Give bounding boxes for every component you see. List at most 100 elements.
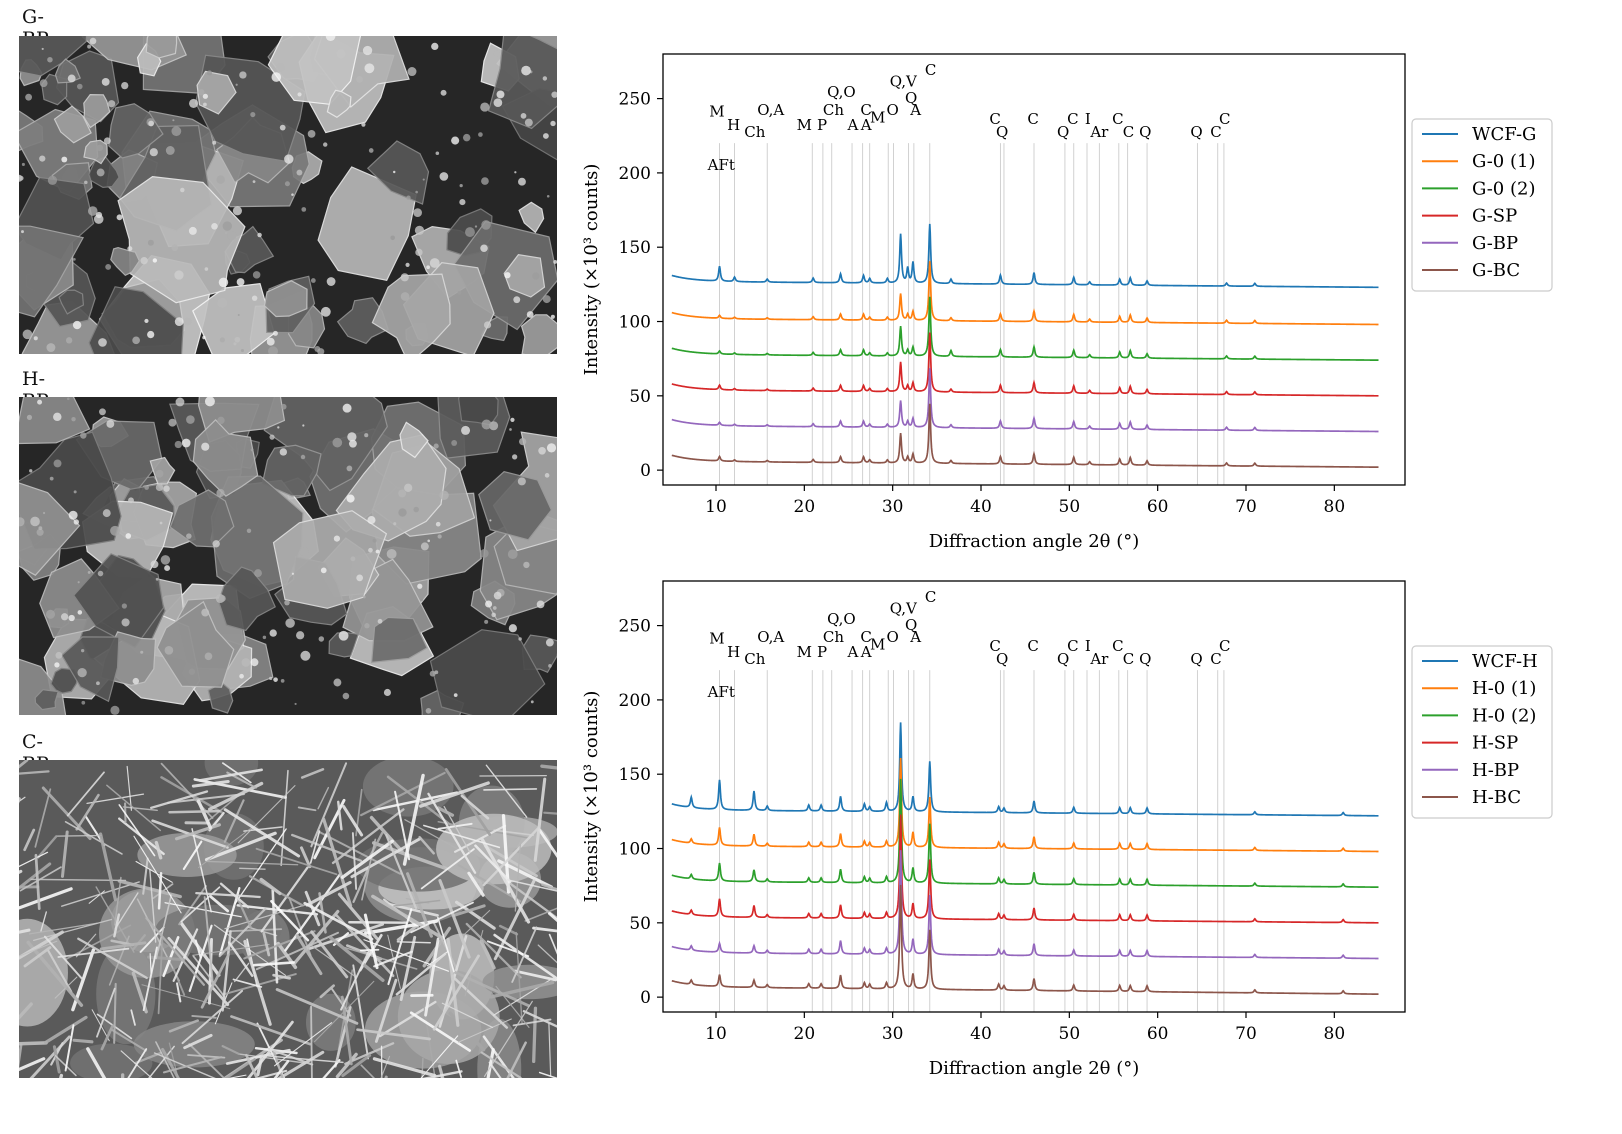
y-tick-label: 100 [619,840,651,860]
phase-label: C [1210,123,1221,141]
phase-label: A [909,628,921,646]
legend-entry: G-BP [1472,233,1518,254]
phase-label: Q [1139,123,1151,141]
phase-label: C [1123,650,1134,668]
xrd-chart-2: 10 20 30 40 50 60 70 80 0 50 100 150 200 250 Diffracti… [581,580,1553,1079]
phase-label: H [727,116,740,134]
series-line-G-0 (2) [671,296,1379,362]
phase-label: I [1085,637,1091,655]
phase-label: C [989,110,1000,128]
x-tick-label: 50 [1059,1024,1081,1044]
phase-label: Q [1139,650,1151,668]
legend-entry: G-0 (2) [1472,178,1535,199]
series-line-H-BP [671,850,1379,960]
x-tick-label: 20 [794,497,816,517]
xrd-chart-1: 10 20 30 40 50 60 70 80 0 50 100 150 200 250 Diffracti… [581,53,1553,552]
series-line-G-BP [671,368,1379,433]
x-axis-title: Diffraction angle 2θ (°) [929,531,1140,552]
y-tick-label: 200 [619,691,651,711]
phase-label: Ar [1089,650,1109,668]
phase-label: Q [1057,650,1069,668]
phase-label: M [870,108,885,126]
x-tick-label: 50 [1059,497,1081,517]
phase-label: AFt [707,683,735,701]
phase-label: Q [996,650,1008,668]
phase-label: Q [1190,650,1202,668]
phase-label: M [709,102,724,120]
y-tick-label: 150 [619,238,651,258]
x-tick-label: 60 [1147,1024,1169,1044]
x-tick-label: 70 [1235,1024,1257,1044]
phase-label: Q,O [827,610,856,628]
phase-label: A [860,643,872,661]
series-line-H-BC [671,884,1379,996]
legend-entry: H-BC [1472,787,1521,808]
phase-label: C [1219,637,1230,655]
phase-label: C [1067,637,1078,655]
x-tick-label: 80 [1324,497,1346,517]
x-tick-label: 80 [1324,1024,1346,1044]
phase-label: M [797,116,812,134]
legend-entry: WCF-H [1472,651,1538,672]
sem-micrograph-image [19,760,557,1078]
y-tick-label: 250 [619,617,651,637]
phase-label: Q [1190,123,1202,141]
series-line-WCF-G [671,223,1379,289]
phase-label: C [989,637,1000,655]
phase-label: Ch [823,101,844,119]
phase-label: C [1210,650,1221,668]
legend-entry: WCF-G [1472,124,1536,145]
phase-label: O [887,101,899,119]
y-tick-label: 150 [619,765,651,785]
phase-label: P [817,643,827,661]
phase-label: C [925,588,936,606]
y-axis-title: Intensity (×10³ counts) [581,164,602,376]
phase-label: M [870,635,885,653]
phase-label: O,A [757,628,784,646]
x-tick-label: 10 [705,1024,727,1044]
phase-label: C [1112,637,1123,655]
phase-label: AFt [707,156,735,174]
phase-label: Ar [1089,123,1109,141]
phase-label: A [846,643,858,661]
y-tick-label: 0 [640,988,651,1008]
x-tick-label: 70 [1235,497,1257,517]
x-tick-label: 40 [970,1024,992,1044]
legend-entry: H-SP [1472,733,1518,754]
phase-label: Ch [744,123,765,141]
legend-entry: G-0 (1) [1472,151,1535,172]
series-line-H-0 (2) [671,778,1379,888]
phase-label: Q,V [890,73,918,91]
phase-label: C [1112,110,1123,128]
phase-label: C [1027,110,1038,128]
series-line-G-BC [671,403,1379,469]
y-tick-label: 50 [629,914,651,934]
phase-label: A [860,116,872,134]
plot-frame [662,53,1406,486]
y-tick-label: 250 [619,90,651,110]
phase-label: C [860,101,871,119]
sem-micrograph-image [19,36,557,354]
phase-label: M [797,643,812,661]
series-line-H-0 (1) [671,758,1379,853]
series-line-G-0 (1) [671,261,1379,326]
x-tick-label: 60 [1147,497,1169,517]
phase-label: Q [905,616,917,634]
legend: WCF-G G-0 (1) G-0 (2) G-SP G-BP G-BC [1411,118,1553,292]
x-tick-label: 30 [882,1024,904,1044]
series-line-G-SP [671,332,1379,397]
x-tick-label: 20 [794,1024,816,1044]
phase-label: Ch [823,628,844,646]
phase-label: A [909,101,921,119]
y-tick-label: 0 [640,461,651,481]
plot-frame [662,580,1406,1013]
legend-entry: H-BP [1472,760,1519,781]
legend: WCF-H H-0 (1) H-0 (2) H-SP H-BP H-BC [1411,645,1553,819]
phase-label: C [1123,123,1134,141]
series-line-H-SP [671,814,1379,924]
phase-label: Q,V [890,600,918,618]
y-tick-label: 200 [619,164,651,184]
phase-label: Q [996,123,1008,141]
legend-entry: H-0 (1) [1472,678,1536,699]
x-tick-label: 10 [705,497,727,517]
